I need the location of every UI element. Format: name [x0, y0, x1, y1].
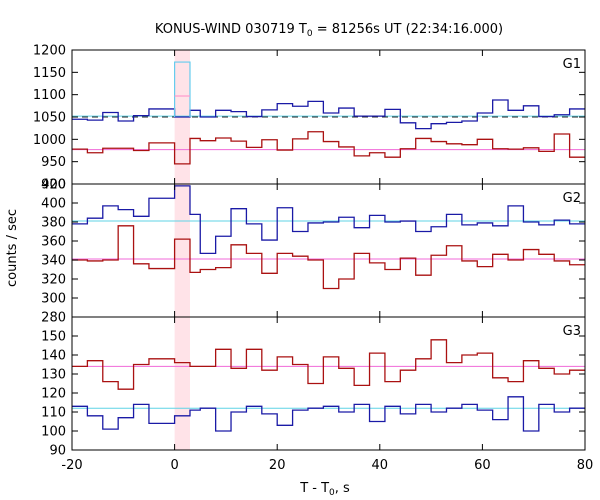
panel-g3-series-blue [72, 396, 585, 432]
panel-g3-series-red [72, 339, 585, 390]
panel-g3-label: G3 [563, 324, 581, 339]
panels-group: 90095010001050110011501200G1280300320340… [33, 44, 593, 474]
panel-g1-peak-box [174, 61, 191, 117]
x-tick-label: -20 [61, 458, 82, 473]
panel-g2-y-tick-label: 360 [41, 235, 66, 250]
panel-g1-y-tick-label: 1100 [33, 88, 66, 103]
x-tick-label: 40 [372, 458, 389, 473]
panel-g2-label: G2 [563, 191, 581, 206]
panel-g3-y-tick-label: 90 [49, 444, 66, 459]
panel-g1-y-tick-label: 1150 [33, 66, 66, 81]
panel-g2-y-tick-label: 280 [41, 311, 66, 326]
panel-g1-y-tick-label: 1200 [33, 44, 66, 59]
panel-g2-y-tick-label: 340 [41, 254, 66, 269]
panel-g1-series-blue [72, 99, 585, 130]
panel-g3-y-tick-label: 130 [41, 368, 66, 383]
panel-g1-y-tick-label: 950 [41, 155, 66, 170]
panel-g2-y-tick-label: 420 [41, 178, 66, 193]
panel-g1-series-red [72, 131, 585, 165]
panel-g1-y-tick-label: 900 [41, 178, 66, 193]
panel-g2-y-tick-label: 380 [41, 216, 66, 231]
panel-g1-label: G1 [563, 57, 581, 72]
panel-g2-y-tick-label: 320 [41, 273, 66, 288]
panel-g2-y-tick-label: 400 [41, 197, 66, 212]
x-axis-label: T - T0, s [299, 481, 350, 498]
highlight-interval [174, 50, 190, 450]
panel-g1-y-tick-label: 1050 [33, 111, 66, 126]
panel-g2-series-red [72, 225, 585, 290]
x-tick-label: 60 [474, 458, 491, 473]
panel-g3-y-tick-label: 110 [41, 406, 66, 421]
y-axis-label: counts / sec [5, 209, 20, 287]
panel-g2-y-tick-label: 300 [41, 292, 66, 307]
panel-g3-y-tick-label: 150 [41, 330, 66, 345]
panel-g3-y-tick-label: 120 [41, 387, 66, 402]
panel-g3-frame [71, 316, 586, 451]
chart-title: KONUS-WIND 030719 T0 = 81256s UT (22:34:… [155, 22, 503, 39]
x-tick-label: 0 [170, 458, 178, 473]
panel-g3-y-tick-label: 100 [41, 425, 66, 440]
panel-g1-y-tick-label: 1000 [33, 133, 66, 148]
panel-g2-series-blue [72, 185, 585, 254]
panel-g3-y-tick-label: 140 [41, 349, 66, 364]
x-tick-label: 20 [269, 458, 286, 473]
x-tick-label: 80 [577, 458, 594, 473]
